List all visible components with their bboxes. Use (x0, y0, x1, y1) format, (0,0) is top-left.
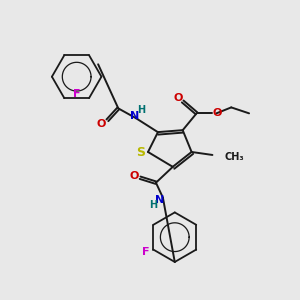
Text: F: F (73, 88, 80, 98)
Text: O: O (97, 119, 106, 129)
Text: N: N (130, 111, 139, 121)
Text: N: N (155, 194, 164, 205)
Text: O: O (173, 94, 182, 103)
Text: O: O (213, 108, 222, 118)
Text: F: F (142, 247, 149, 256)
Text: H: H (149, 200, 157, 211)
Text: CH₃: CH₃ (224, 152, 244, 162)
Text: H: H (137, 105, 145, 116)
Text: O: O (130, 171, 139, 181)
Text: S: S (136, 146, 146, 160)
